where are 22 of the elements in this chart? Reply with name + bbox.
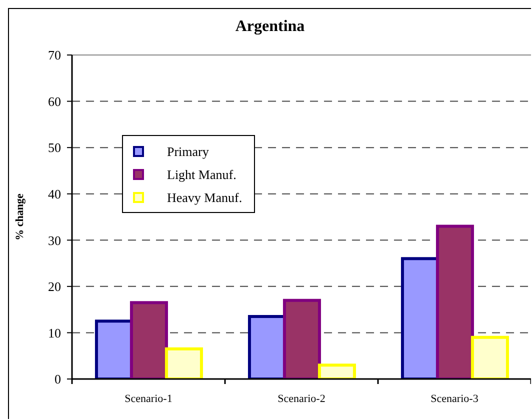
y-tick-label: 60 xyxy=(48,94,61,109)
y-tick-label: 40 xyxy=(48,186,61,202)
bar xyxy=(318,364,356,379)
y-tick-label: 20 xyxy=(48,279,61,294)
bar xyxy=(130,301,168,379)
bar xyxy=(436,224,474,379)
x-tick-label: Scenario-2 xyxy=(278,393,326,405)
legend-label: Primary xyxy=(167,144,209,160)
bar xyxy=(164,347,203,379)
bar xyxy=(470,336,509,379)
y-axis-title: % change xyxy=(14,194,26,240)
legend-label: Light Manuf. xyxy=(167,166,236,182)
y-tick-label: 30 xyxy=(48,232,61,248)
y-tick-label: 70 xyxy=(48,48,61,63)
x-tick-label: Scenario-1 xyxy=(124,393,172,405)
x-tick-label: Scenario-3 xyxy=(430,393,479,405)
bar xyxy=(282,298,321,379)
legend-label: Heavy Manuf. xyxy=(167,190,242,206)
y-tick-label: 10 xyxy=(48,325,61,340)
y-tick-label: 0 xyxy=(54,372,61,387)
chart-title: Argentina xyxy=(234,18,306,36)
y-tick-label: 50 xyxy=(48,140,61,156)
